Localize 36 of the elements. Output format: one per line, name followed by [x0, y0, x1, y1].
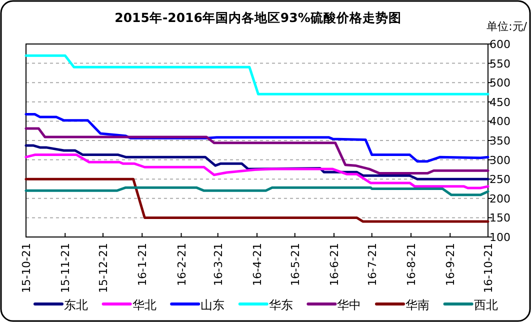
x-tick-label: 16-10-21	[482, 243, 495, 293]
y-tick-label: 550	[490, 57, 510, 70]
line-series	[24, 127, 490, 175]
y-axis-title: 单位:元/	[486, 20, 528, 33]
y-tick-label: 100	[490, 231, 510, 244]
line-series	[24, 186, 490, 196]
legend-label: 华中	[337, 298, 362, 312]
y-tick-label: 150	[490, 212, 510, 225]
x-tick-label: 16-2-21	[175, 243, 188, 286]
legend-label: 山东	[200, 298, 225, 312]
y-tick-label: 400	[490, 115, 510, 128]
legend-label: 华北	[132, 298, 156, 312]
line-series	[24, 154, 490, 190]
legend-label: 西北	[474, 298, 498, 312]
legend-label: 华南	[406, 298, 430, 312]
y-tick-label: 450	[490, 96, 510, 109]
x-tick-label: 16-6-21	[328, 243, 341, 286]
y-tick-label: 200	[490, 192, 510, 206]
y-tick-label: 500	[490, 76, 510, 90]
x-tick-label: 15-10-21	[20, 243, 33, 293]
x-tick-label: 16-4-21	[251, 243, 264, 286]
y-tick-label: 600	[490, 38, 510, 51]
y-tick-label: 250	[490, 173, 510, 186]
legend-label: 东北	[64, 298, 88, 312]
y-tick-label: 300	[490, 154, 510, 167]
x-tick-label: 16-9-21	[444, 243, 458, 286]
x-tick-label: 16-8-21	[405, 243, 418, 286]
x-tick-label: 15-12-21	[97, 243, 110, 293]
x-tick-label: 16-7-21	[366, 243, 379, 286]
x-tick-label: 16-1-21	[136, 243, 150, 286]
chart-title: 2015年-2016年国内各地区93%硫酸价格走势图	[114, 10, 402, 25]
x-tick-label: 16-3-21	[212, 243, 225, 286]
legend-label: 华东	[268, 298, 293, 312]
x-tick-label: 16-5-21	[288, 243, 302, 286]
x-tick-label: 15-11-21	[59, 243, 72, 293]
y-tick-label: 350	[490, 134, 510, 148]
